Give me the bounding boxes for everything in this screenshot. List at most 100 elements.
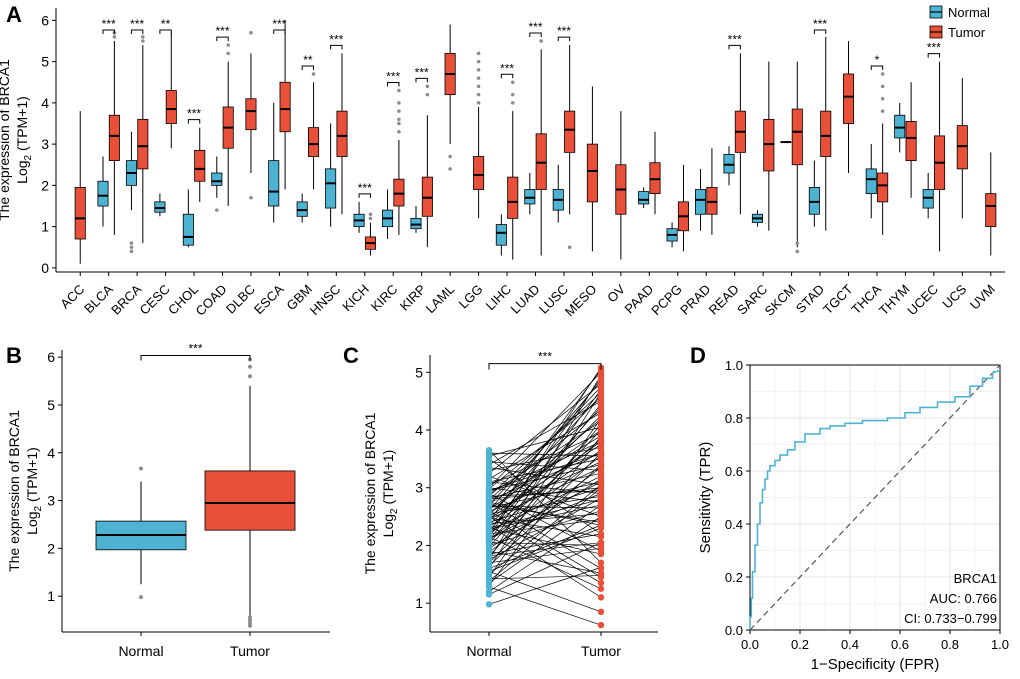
panel-a-group-acc: ACC: [57, 111, 87, 312]
panel-c-normal-point: [485, 601, 493, 608]
panel-d-x-title: 1−Specificity (FPR): [811, 656, 940, 673]
panel-a-legend: Normal Tumor: [929, 5, 990, 40]
panel-b-y-title-line1: The expression of BRCA1: [6, 410, 22, 572]
panel-c-y-tick-label: 1: [415, 595, 423, 611]
panel-a-sig-label: **: [303, 53, 313, 67]
panel-d-x-tick-label: 0.6: [891, 637, 909, 652]
panel-a-x-tick-label: KIRP: [397, 282, 429, 314]
panel-c-tumor-point: [597, 594, 605, 601]
panel-c-tumor-point: [597, 403, 605, 411]
panel-a-normal-kirp-box: [410, 217, 422, 230]
panel-a-outlier: [397, 121, 401, 126]
panel-a-sig-label: ***: [557, 24, 571, 38]
panel-c-normal-point: [485, 487, 493, 494]
panel-a-sig-label: ***: [813, 17, 827, 31]
panel-c-pair-line: [488, 542, 602, 557]
panel-a-outlier: [476, 92, 481, 97]
panel-c-tumor-point: [597, 377, 605, 385]
panel-c-pair-line: [488, 487, 602, 582]
panel-a-group-kirc: *** KIRC: [368, 70, 405, 314]
panel-c-pair-line: [488, 435, 602, 587]
panel-c-pair-line: [488, 392, 602, 497]
panel-c-pair-line: [488, 542, 602, 595]
panel-a-tumor-sarc-box: [763, 118, 775, 172]
panel-a-x-tick-label: COAD: [192, 282, 229, 319]
panel-a-tumor-esca-box: [279, 81, 291, 133]
panel-a-tumor-stad-box: [820, 110, 832, 157]
panel-c-pair-line: [488, 452, 602, 564]
panel-a-x-tick-label: PCPG: [648, 282, 685, 319]
panel-a-normal-esca-box: [268, 160, 280, 207]
panel-c-tumor-point: [597, 621, 605, 629]
panel-d-y-tick-label: 0.4: [725, 517, 743, 532]
panel-a-outlier: [476, 84, 481, 89]
panel-a-outlier: [249, 195, 253, 200]
panel-a-tumor-thym-box: [905, 121, 917, 162]
legend-normal-label: Normal: [948, 5, 990, 20]
panel-c-y-tick-label: 5: [415, 364, 423, 380]
panel-c-pair-line: [488, 586, 602, 626]
panel-c-tumor-point: [597, 389, 605, 396]
panel-c-normal-point: [485, 588, 493, 595]
panel-a-sig-label: ***: [358, 181, 372, 195]
panel-b-boxplot: 1 2 3 4 5 6 The expression of BRCA1 Log2 (TPM+1…: [6, 342, 330, 659]
panel-c-normal-point: [485, 496, 493, 503]
panel-c-pair-line: [488, 510, 602, 578]
panel-d-annotation-1: AUC: 0.766: [930, 591, 997, 606]
panel-a-outlier: [476, 59, 481, 64]
panel-a-sig-bracket: [273, 29, 286, 34]
panel-d-x-tick-label: 0.0: [741, 637, 759, 652]
panel-a-sig-label: ***: [500, 61, 514, 75]
panel-c-pair-line: [488, 504, 602, 523]
panel-d-y-tick-label: 0.8: [725, 411, 743, 426]
panel-c-pair-line: [488, 418, 602, 514]
panel-c-normal-point: [485, 501, 493, 509]
panel-c-pair-line: [488, 380, 602, 512]
panel-c-normal-point: [485, 510, 493, 517]
panel-c-tumor-point: [597, 513, 605, 520]
panel-b-outlier: [248, 374, 252, 379]
panel-c-tumor-point: [597, 478, 605, 486]
panel-a-group-lihc: ***LIHC: [483, 61, 519, 313]
panel-c-tumor-point: [597, 504, 605, 512]
panel-a-group-ucs: UCS: [939, 78, 970, 312]
panel-c-pair-line: [488, 472, 602, 499]
panel-c-pair-line: [488, 446, 602, 471]
panel-a-normal-lihc-box: [495, 224, 507, 246]
panel-d-y-title: Sensitivity (TPR): [697, 442, 714, 554]
panel-c-tumor-point: [597, 539, 605, 546]
panel-d-annotation-2: CI: 0.733−0.799: [904, 611, 997, 626]
panel-a-normal-thym-box: [894, 114, 906, 139]
panel-a-outlier: [795, 241, 800, 245]
panel-b-sig-label: ***: [188, 342, 202, 356]
panel-c-tumor-point: [597, 579, 605, 587]
panel-c-pair-line: [488, 501, 602, 569]
panel-c-normal-point: [485, 447, 493, 454]
panel-a-normal-ucec-box: [922, 189, 934, 209]
panel-c-normal-point: [485, 535, 493, 542]
panel-b-y-tick-label: 3: [47, 493, 55, 509]
panel-a-sig-bracket: [870, 65, 884, 70]
panel-a-y-tick-label: 0: [41, 260, 49, 276]
panel-c-pair-line: [488, 421, 602, 495]
panel-b-outlier: [248, 364, 252, 369]
panel-c-pair-line: [488, 452, 602, 491]
panel-c-pair-line: [488, 516, 602, 592]
panel-c-y-title: The expression of BRCA1 Log2 (TPM+1): [362, 412, 400, 574]
panel-c-x-tick-label: Tumor: [581, 643, 621, 659]
panel-c-normal-point: [485, 582, 493, 590]
panel-c-pair-line: [488, 493, 602, 552]
panel-a-group-ov: OV: [604, 111, 628, 305]
panel-a-tumor-luad-box: [535, 133, 547, 190]
panel-a-normal-chol-box: [182, 213, 194, 246]
panel-a-x-tick-label: PRAD: [677, 282, 713, 318]
panel-a-tumor-chol-box: [194, 149, 206, 182]
panel-a-sig-label: ***: [386, 70, 400, 84]
panel-a-sig-bracket: [130, 29, 144, 34]
panel-c-y-tick-label: 2: [415, 537, 423, 553]
panel-b-tumor-box: [204, 470, 296, 531]
panel-label-d: D: [690, 343, 706, 368]
panel-a-tumor-paad-box: [649, 162, 661, 195]
panel-a-tumor-tgct-box: [842, 73, 855, 124]
panel-a-tumor-hnsc-box: [336, 110, 348, 157]
